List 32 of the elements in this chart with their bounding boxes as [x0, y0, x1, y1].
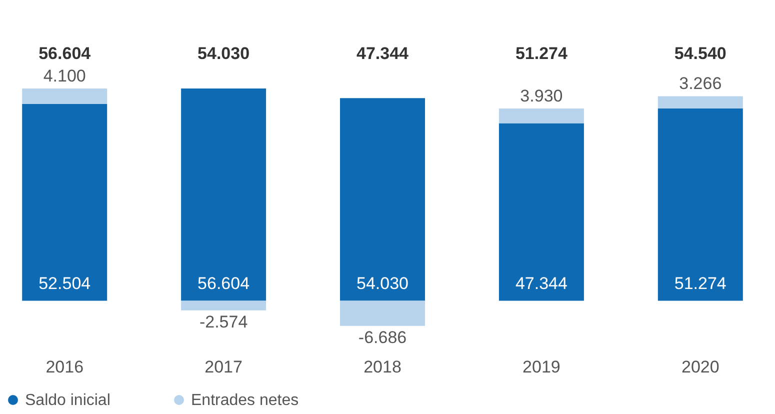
- legend-label: Saldo inicial: [25, 392, 110, 409]
- bar: [658, 108, 743, 301]
- data-label: 4.100: [43, 66, 86, 86]
- data-label: 52.504: [38, 274, 91, 293]
- bar: [658, 96, 743, 108]
- bar: [498, 108, 584, 124]
- x-tick-label: 2018: [364, 358, 402, 376]
- x-tick-label: 2016: [46, 358, 84, 376]
- bar: [340, 300, 425, 326]
- x-tick-label: 2020: [681, 358, 720, 376]
- bar: [498, 123, 584, 301]
- total-label: 47.344: [356, 44, 410, 63]
- data-label: 47.344: [515, 274, 568, 293]
- total-label: 56.604: [38, 44, 92, 63]
- total-label: 51.274: [515, 44, 568, 63]
- total-label: 54.030: [198, 44, 250, 63]
- x-tick-label: 2017: [204, 358, 242, 376]
- x-tick-label: 2019: [522, 358, 560, 376]
- total-label: 54.540: [674, 44, 726, 63]
- data-label: 3.266: [679, 74, 722, 94]
- data-label: 51.274: [674, 274, 726, 293]
- bar: [181, 300, 266, 310]
- data-label: 3.930: [520, 86, 563, 106]
- data-label: 54.030: [356, 274, 408, 293]
- bar: [340, 98, 425, 301]
- data-label: -6.686: [358, 328, 407, 347]
- bar: [22, 104, 108, 301]
- bar: [181, 88, 266, 301]
- bar: [22, 88, 108, 104]
- legend-label: Entrades netes: [191, 392, 299, 409]
- data-label: 56.604: [198, 274, 250, 293]
- data-label: -2.574: [199, 312, 248, 332]
